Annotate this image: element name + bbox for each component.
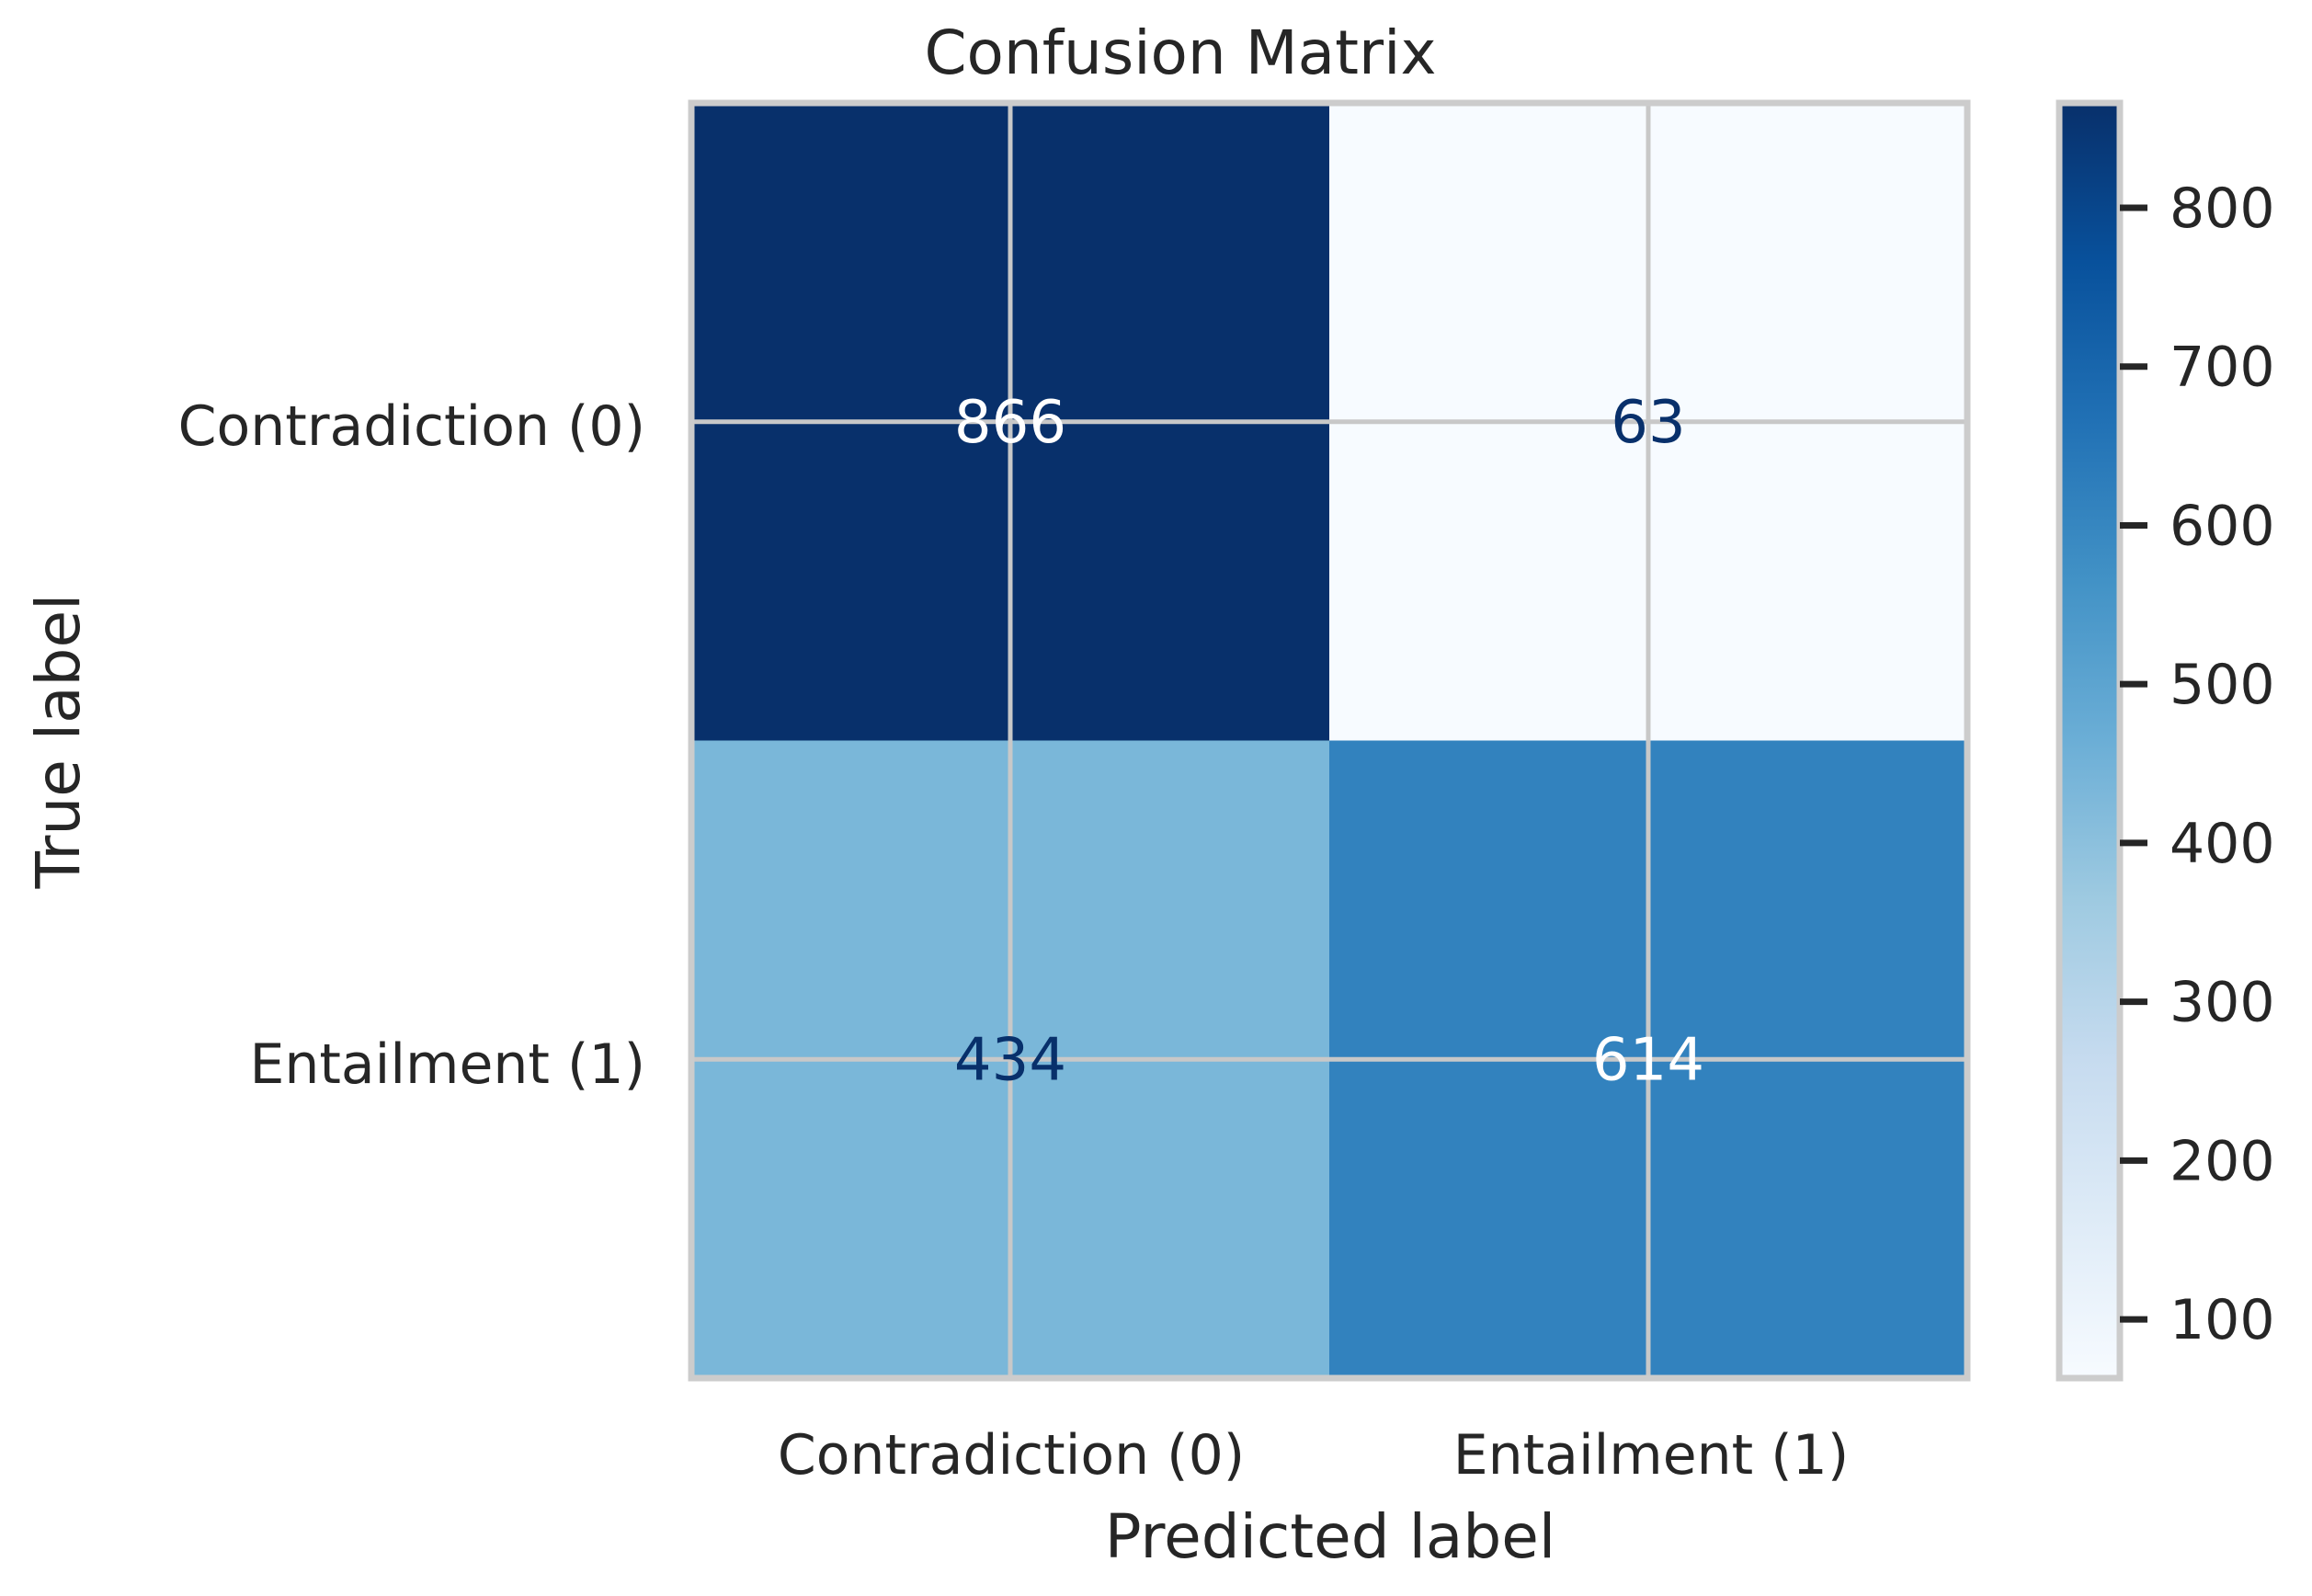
- colorbar-tick-label: 300: [2170, 971, 2275, 1035]
- y-axis-label: True label: [23, 594, 94, 890]
- colorbar-tick-label: 600: [2170, 494, 2275, 558]
- cell-value-r1-c0: 434: [954, 1026, 1066, 1094]
- heatmap-frame: [688, 99, 1971, 1382]
- colorbar-tick-label: 400: [2170, 812, 2275, 876]
- y-tick-label-entailment: Entailment (1): [249, 1032, 645, 1097]
- chart-title: Confusion Matrix: [924, 17, 1436, 88]
- cell-value-r0-c0: 866: [954, 389, 1066, 457]
- colorbar-tick-label: 500: [2170, 653, 2275, 717]
- colorbar-ticks: 100 200 300 400 500 600 700 800: [2120, 177, 2275, 1352]
- x-tick-label-contradiction: Contradiction (0): [778, 1423, 1245, 1488]
- cell-value-r1-c1: 614: [1592, 1026, 1704, 1094]
- colorbar-tick-label: 200: [2170, 1129, 2275, 1193]
- x-tick-label-entailment: Entailment (1): [1453, 1423, 1850, 1488]
- cell-value-labels: 866 63 434 614: [954, 389, 1704, 1095]
- heatmap-gridlines: [691, 103, 1967, 1378]
- cell-value-r0-c1: 63: [1611, 389, 1685, 457]
- x-axis-label: Predicted label: [1105, 1501, 1555, 1572]
- colorbar-tick-label: 700: [2170, 336, 2275, 400]
- colorbar-tick-label: 800: [2170, 177, 2275, 241]
- heatmap-cells: [691, 103, 1968, 1379]
- y-tick-label-contradiction: Contradiction (0): [178, 394, 645, 459]
- colorbar: [2056, 99, 2124, 1382]
- colorbar-tick-label: 100: [2170, 1288, 2275, 1352]
